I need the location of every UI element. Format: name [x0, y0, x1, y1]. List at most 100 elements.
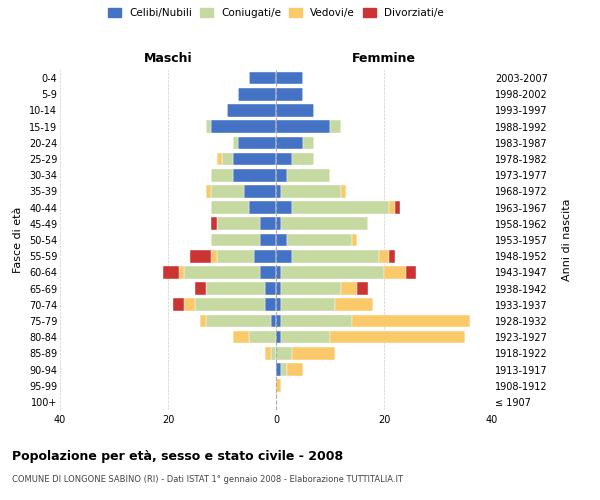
Bar: [330, 120, 341, 133]
Bar: [184, 266, 260, 278]
Bar: [276, 202, 292, 214]
Bar: [276, 347, 292, 360]
Bar: [276, 152, 292, 166]
Bar: [206, 120, 211, 133]
Bar: [406, 266, 416, 278]
Bar: [335, 298, 373, 311]
Bar: [276, 169, 287, 181]
Bar: [352, 234, 357, 246]
Bar: [276, 266, 281, 278]
Bar: [281, 218, 368, 230]
Bar: [211, 169, 233, 181]
Legend: Celibi/Nubili, Coniugati/e, Vedovi/e, Divorziati/e: Celibi/Nubili, Coniugati/e, Vedovi/e, Di…: [108, 8, 444, 18]
Text: COMUNE DI LONGONE SABINO (RI) - Dati ISTAT 1° gennaio 2008 - Elaborazione TUTTIT: COMUNE DI LONGONE SABINO (RI) - Dati IST…: [12, 475, 403, 484]
Bar: [287, 169, 330, 181]
Bar: [281, 298, 335, 311]
Bar: [379, 250, 389, 262]
Bar: [276, 218, 281, 230]
Bar: [184, 298, 195, 311]
Bar: [276, 250, 292, 262]
Bar: [395, 202, 400, 214]
Bar: [276, 363, 281, 376]
Bar: [260, 266, 276, 278]
Bar: [179, 266, 184, 278]
Bar: [281, 314, 352, 328]
Bar: [292, 250, 379, 262]
Bar: [276, 72, 303, 85]
Bar: [190, 250, 211, 262]
Bar: [217, 152, 222, 166]
Bar: [265, 282, 276, 295]
Bar: [238, 136, 276, 149]
Bar: [281, 282, 341, 295]
Bar: [276, 331, 281, 344]
Bar: [281, 331, 330, 344]
Bar: [206, 314, 271, 328]
Bar: [271, 347, 276, 360]
Y-axis label: Anni di nascita: Anni di nascita: [562, 198, 572, 281]
Bar: [206, 282, 265, 295]
Bar: [276, 234, 287, 246]
Bar: [276, 298, 281, 311]
Bar: [287, 234, 352, 246]
Bar: [292, 347, 335, 360]
Bar: [195, 282, 206, 295]
Bar: [206, 185, 211, 198]
Bar: [244, 185, 276, 198]
Bar: [276, 120, 330, 133]
Bar: [260, 234, 276, 246]
Bar: [233, 169, 276, 181]
Bar: [281, 185, 341, 198]
Bar: [217, 250, 254, 262]
Bar: [389, 250, 395, 262]
Text: Popolazione per età, sesso e stato civile - 2008: Popolazione per età, sesso e stato civil…: [12, 450, 343, 463]
Bar: [233, 152, 276, 166]
Bar: [276, 136, 303, 149]
Bar: [211, 234, 260, 246]
Bar: [211, 202, 249, 214]
Bar: [281, 363, 287, 376]
Bar: [195, 298, 265, 311]
Bar: [173, 298, 184, 311]
Bar: [211, 185, 244, 198]
Bar: [163, 266, 179, 278]
Bar: [238, 88, 276, 101]
Bar: [330, 331, 465, 344]
Bar: [254, 250, 276, 262]
Bar: [303, 136, 314, 149]
Bar: [200, 314, 206, 328]
Bar: [276, 282, 281, 295]
Bar: [276, 104, 314, 117]
Bar: [211, 250, 217, 262]
Y-axis label: Fasce di età: Fasce di età: [13, 207, 23, 273]
Bar: [389, 202, 395, 214]
Bar: [211, 218, 217, 230]
Bar: [384, 266, 406, 278]
Bar: [281, 266, 384, 278]
Bar: [233, 331, 249, 344]
Bar: [227, 104, 276, 117]
Bar: [276, 88, 303, 101]
Bar: [233, 136, 238, 149]
Bar: [276, 380, 281, 392]
Bar: [265, 347, 271, 360]
Text: Femmine: Femmine: [352, 52, 416, 65]
Bar: [357, 282, 368, 295]
Bar: [249, 72, 276, 85]
Bar: [292, 202, 389, 214]
Bar: [271, 314, 276, 328]
Bar: [222, 152, 233, 166]
Bar: [249, 331, 276, 344]
Bar: [249, 202, 276, 214]
Bar: [341, 185, 346, 198]
Bar: [352, 314, 470, 328]
Bar: [276, 185, 281, 198]
Bar: [292, 152, 314, 166]
Bar: [260, 218, 276, 230]
Bar: [265, 298, 276, 311]
Bar: [287, 363, 303, 376]
Bar: [341, 282, 357, 295]
Text: Maschi: Maschi: [143, 52, 193, 65]
Bar: [276, 314, 281, 328]
Bar: [217, 218, 260, 230]
